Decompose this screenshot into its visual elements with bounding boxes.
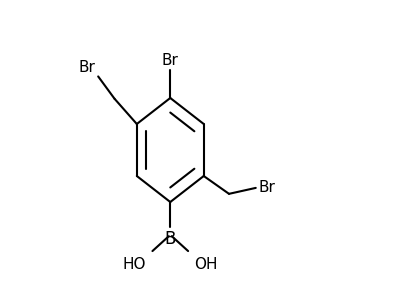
Text: OH: OH bbox=[194, 257, 218, 272]
Text: HO: HO bbox=[123, 257, 146, 272]
Text: Br: Br bbox=[78, 60, 95, 75]
Text: B: B bbox=[164, 230, 176, 248]
Text: Br: Br bbox=[162, 53, 179, 68]
Text: Br: Br bbox=[259, 180, 276, 195]
